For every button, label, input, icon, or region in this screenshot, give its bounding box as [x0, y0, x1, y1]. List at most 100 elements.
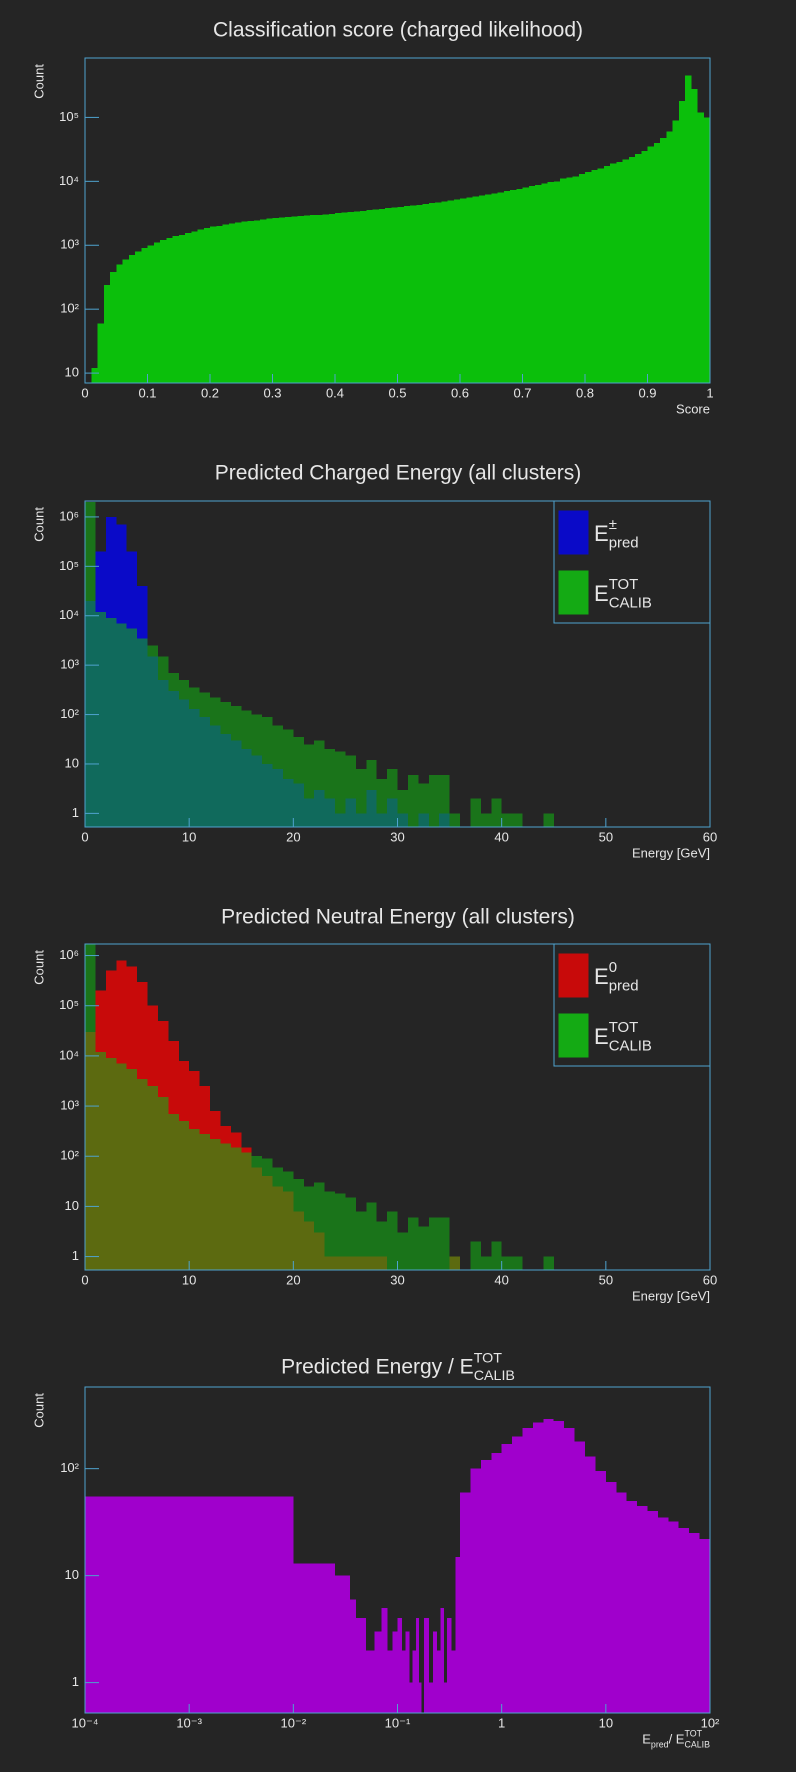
bars [85, 944, 554, 1270]
bar [366, 760, 377, 827]
chart-title-sub: CALIB [474, 1368, 515, 1384]
bar [501, 1444, 513, 1713]
bar [543, 1256, 554, 1270]
bar [172, 235, 179, 383]
bar [230, 1147, 242, 1270]
bar [564, 1427, 575, 1713]
bar [678, 101, 685, 383]
histogram-panel: Predicted Charged Energy (all clusters) 1… [31, 462, 717, 861]
bar [397, 789, 408, 827]
bar [366, 210, 373, 383]
bar [147, 645, 158, 827]
bar [666, 131, 673, 383]
bar [672, 120, 679, 383]
bar [328, 213, 335, 383]
y-tick-label: 10³ [60, 237, 79, 252]
chart-title-text: Classification score (charged likelihood… [213, 19, 583, 42]
bar [501, 813, 513, 827]
bar [415, 1618, 419, 1713]
bar [385, 208, 392, 383]
y-axis-label: Count [31, 64, 46, 99]
x-axis-label: Energy [GeV] [632, 845, 710, 860]
bar [230, 705, 242, 827]
bar [335, 212, 342, 383]
bar [626, 1500, 638, 1713]
y-axis-label: Count [31, 950, 46, 985]
bar [610, 163, 617, 383]
bar [95, 611, 106, 827]
bar [678, 1527, 690, 1713]
y-tick-label: 10⁵ [59, 558, 79, 573]
bar [616, 1492, 627, 1713]
bar [235, 222, 242, 383]
legend-label-sup: ± [609, 516, 617, 533]
bar [216, 226, 223, 383]
y-tick-label: 10² [60, 1148, 79, 1163]
bar [347, 212, 354, 383]
y-tick-label: 10 [65, 1198, 79, 1213]
bar [585, 171, 592, 383]
y-tick-label: 10² [60, 1460, 79, 1475]
bar [478, 195, 485, 383]
bar [335, 1193, 346, 1270]
bar [543, 1419, 554, 1713]
x-tick-label: 30 [390, 829, 404, 844]
x-tick-label: 10⁻¹ [385, 1715, 411, 1730]
chart-title: Classification score (charged likelihood… [213, 19, 583, 42]
chart-title-sup: TOT [474, 1350, 503, 1366]
bar [210, 226, 217, 383]
bar [251, 714, 263, 827]
bar [110, 272, 117, 383]
bar [637, 1505, 648, 1713]
x-axis-label-sub: CALIB [684, 1739, 710, 1749]
bar [266, 218, 273, 383]
bar [343, 1575, 351, 1713]
bar [160, 240, 167, 383]
bar [418, 1226, 429, 1270]
legend-label-text: E [594, 1024, 609, 1049]
histogram-panel: Predicted Neutral Energy (all clusters) 1… [31, 906, 717, 1304]
bar [603, 165, 610, 383]
x-tick-label: 50 [599, 1272, 613, 1287]
bar [480, 1460, 492, 1713]
bar [433, 1631, 438, 1713]
y-tick-label: 10⁵ [59, 997, 79, 1012]
y-tick-label: 10⁶ [59, 947, 79, 962]
bar [168, 672, 179, 827]
bar [503, 191, 510, 383]
bar [128, 255, 135, 383]
bar [387, 1650, 393, 1713]
bar [135, 251, 142, 383]
bar [199, 692, 210, 827]
bar [566, 177, 573, 383]
bar [141, 248, 148, 383]
bar [322, 214, 329, 383]
bar [689, 1533, 700, 1713]
bar [409, 1682, 413, 1713]
legend-label-sup: 0 [609, 959, 617, 976]
bar [341, 212, 348, 383]
bar [437, 1650, 441, 1713]
bar [392, 1631, 398, 1713]
x-tick-label: 0.1 [138, 385, 156, 400]
bar [262, 716, 273, 827]
bar [314, 740, 325, 827]
chart-title: Predicted Neutral Energy (all clusters) [221, 906, 575, 929]
bar [512, 1256, 523, 1270]
y-tick-label: 10 [65, 755, 79, 770]
bar [293, 737, 304, 827]
legend-label-sub: pred [609, 534, 639, 551]
bar [282, 1171, 294, 1270]
legend-label-text: E [594, 964, 609, 989]
bars [85, 1419, 710, 1713]
bar [412, 1650, 416, 1713]
x-tick-label: 0.6 [451, 385, 469, 400]
bar [85, 502, 96, 827]
bar [103, 284, 110, 383]
legend-label: E ±pred [594, 516, 639, 551]
bar [401, 1650, 406, 1713]
bar [605, 1482, 617, 1713]
bar [381, 1607, 388, 1713]
x-tick-label: 50 [599, 829, 613, 844]
